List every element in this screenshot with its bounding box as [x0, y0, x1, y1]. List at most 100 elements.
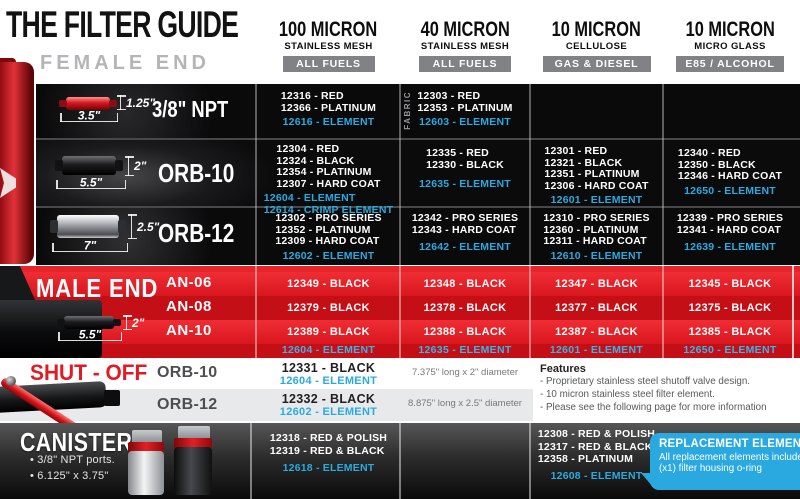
parts-cell: 12318 - RED & POLISH 12319 - RED & BLACK … — [257, 432, 400, 475]
part-number: 12351 - PLATINUM — [544, 168, 640, 180]
part-list: 12316 - RED 12366 - PLATINUM — [280, 90, 377, 114]
element-list: 12639 - ELEMENT — [684, 241, 776, 254]
part-number: 12375 - BLACK — [688, 302, 772, 314]
element-number: 12604 - ELEMENT — [281, 344, 376, 356]
dimension-height-label: 2.5" — [137, 219, 160, 234]
parts-cell: 12342 - PRO SERIES 12343 - HARD COAT 1264… — [400, 212, 530, 254]
section-label-canister: CANISTER — [20, 427, 133, 457]
callout-tail — [641, 473, 653, 487]
column-divider — [529, 423, 531, 499]
column-divider — [255, 84, 257, 265]
section-label-male: MALE END — [36, 273, 159, 303]
part-number: 12345 - BLACK — [688, 278, 772, 290]
replacement-body: All replacement elements include (x1) fi… — [659, 452, 800, 474]
dimension-length: 7" — [52, 239, 128, 253]
element-number: 12602 - ELEMENT — [279, 406, 378, 418]
row-separator — [36, 206, 800, 208]
canister-bullets: • 3/8" NPT ports. • 6.125" x 3.75" — [30, 452, 115, 484]
dimension-length: 3.5" — [60, 109, 118, 123]
row-label-orb12: ORB-12 — [158, 218, 235, 248]
part-number: 12318 - RED & POLISH — [269, 432, 388, 444]
part-number: 12332 - BLACK — [281, 392, 376, 406]
part-list: 12339 - PRO SERIES 12341 - HARD COAT — [676, 212, 783, 236]
parts-cell: 12304 - RED 12324 - BLACK 12354 - PLATINUM… — [257, 143, 400, 216]
element-number: 12610 - ELEMENT — [550, 249, 643, 262]
part-number: 12360 - PLATINUM — [543, 223, 639, 236]
part-number: 12353 - PLATINUM — [417, 101, 513, 114]
features-title: Features — [540, 363, 586, 375]
fuel-badge: E85 / ALCOHOL — [676, 56, 784, 72]
parts-cell: 12335 - RED 12330 - BLACK 12635 - ELEMENT — [400, 147, 530, 191]
part-list: 12308 - RED & POLISH 12317 - RED & BLACK 1… — [538, 428, 655, 466]
element-number: 12639 - ELEMENT — [684, 241, 776, 253]
part-number: 12306 - HARD COAT — [544, 179, 649, 192]
part-list: 12342 - PRO SERIES 12343 - HARD COAT — [412, 212, 518, 236]
row-npt-band — [36, 84, 800, 138]
element-list: 12616 - ELEMENT — [283, 116, 375, 129]
column-header-100-micron: 100 MICRON STAINLESS MESH ALL FUELS — [257, 19, 400, 72]
element-list: 12618 - ELEMENT — [283, 462, 375, 475]
part-number: 12304 - RED — [276, 143, 340, 155]
part-number: 12385 - BLACK — [688, 326, 772, 338]
dimension-height: 1.25" — [117, 95, 155, 110]
dimension-length: 5.5" — [56, 176, 126, 190]
fuel-badge: ALL FUELS — [419, 56, 511, 72]
element-list: 12603 - ELEMENT — [419, 116, 511, 129]
element-list: 12604 - ELEMENT 12614 - CRIMP ELEMENT — [263, 192, 393, 216]
column-material: STAINLESS MESH — [284, 41, 373, 52]
dimension-length-label: 7" — [83, 238, 97, 253]
filter-cap — [109, 99, 117, 108]
element-number: 12608 - ELEMENT — [550, 469, 643, 482]
canister-bullet: • 3/8" NPT ports. — [30, 454, 115, 466]
parts-cell: 12339 - PRO SERIES 12341 - HARD COAT 1263… — [663, 212, 797, 254]
red-filter-photo — [0, 62, 34, 264]
part-number: 12389 - BLACK — [287, 326, 370, 338]
part-number: 12347 - BLACK — [555, 278, 638, 290]
element-number: 12601 - ELEMENT — [549, 344, 644, 356]
element-list: 12610 - ELEMENT — [550, 249, 643, 263]
filter-cap — [50, 219, 58, 234]
column-divider — [399, 266, 401, 358]
element-number: 12601 - ELEMENT — [550, 194, 643, 206]
row-orb12-band — [36, 208, 800, 265]
size-note: 7.375" long x 2" diameter — [411, 367, 519, 378]
part-number: 12350 - BLACK — [677, 158, 756, 171]
page-title: THE FILTER GUIDE — [6, 4, 239, 45]
column-divider — [399, 423, 401, 499]
part-list: 12304 - RED 12324 - BLACK 12354 - PLATINUM… — [276, 143, 380, 190]
fuel-badge: GAS & DIESEL — [542, 56, 651, 72]
part-number: 12377 - BLACK — [555, 302, 638, 314]
element-number: 12604 - ELEMENT — [263, 192, 356, 204]
part-number: 12346 - HARD COAT — [677, 170, 783, 182]
band-stripe — [0, 344, 800, 358]
orb12-filter-photo — [50, 215, 126, 238]
features-block: Features - Proprietary stainless steel s… — [540, 363, 790, 414]
canister-black-photo — [174, 447, 212, 495]
band-stripe — [0, 266, 800, 272]
column-header-10-micron-cellulose: 10 MICRON CELLULOSE GAS & DIESEL — [530, 18, 663, 72]
part-number: 12310 - PRO SERIES — [543, 212, 650, 224]
part-number: 12349 - BLACK — [287, 278, 370, 290]
row-label-an10: AN-10 — [166, 322, 212, 339]
element-number: 12618 - ELEMENT — [282, 462, 375, 474]
column-material: MICRO GLASS — [694, 41, 766, 52]
column-material: STAINLESS MESH — [420, 41, 510, 52]
element-number: 12635 - ELEMENT — [418, 344, 512, 356]
column-micron: 10 MICRON — [551, 18, 642, 41]
band-stripe — [0, 296, 800, 320]
feature-item: - 10 micron stainless steel filter eleme… — [540, 389, 715, 400]
filter-cap — [59, 99, 67, 108]
part-number: 12335 - RED — [426, 147, 489, 159]
part-number: 12301 - RED — [544, 145, 608, 157]
part-number: 12341 - HARD COAT — [676, 223, 781, 236]
dimension-length-label: 5.5" — [79, 175, 103, 190]
orb10-filter-photo — [55, 156, 123, 175]
part-number: 12311 - HARD COAT — [543, 235, 647, 247]
part-number: 12366 - PLATINUM — [280, 101, 377, 114]
parts-cell: 12301 - RED 12321 - BLACK 12351 - PLATINUM… — [530, 145, 663, 207]
part-list: 12318 - RED & POLISH 12319 - RED & BLACK — [270, 432, 387, 457]
part-number: 12316 - RED — [280, 90, 344, 102]
part-number: 12317 - RED & BLACK — [537, 440, 653, 453]
